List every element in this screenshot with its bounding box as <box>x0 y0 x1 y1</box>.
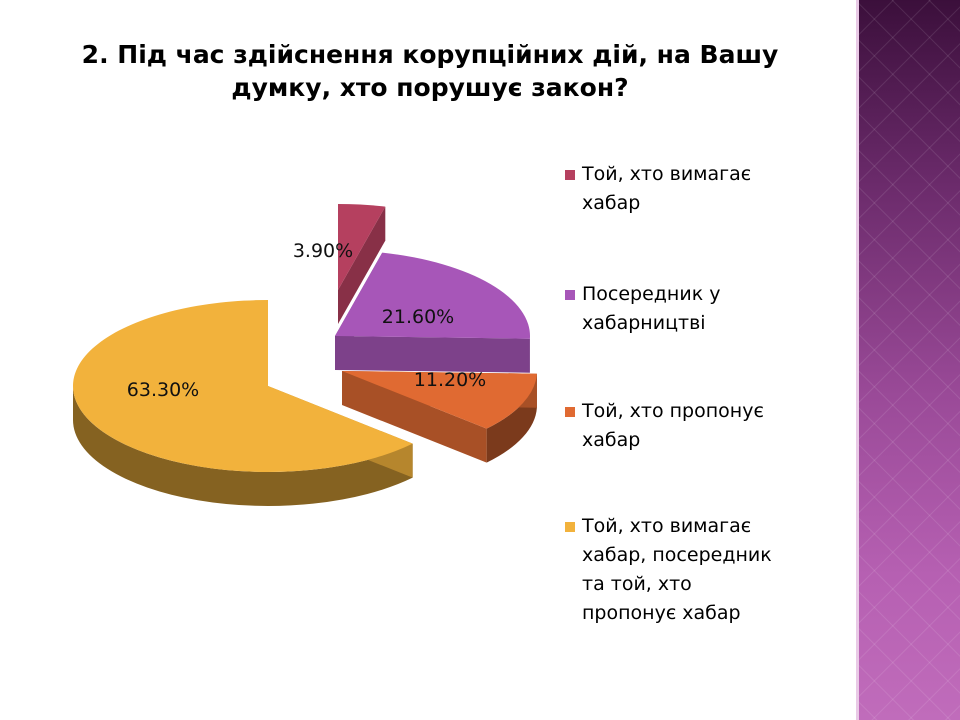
slice-top <box>338 204 386 290</box>
pie-slice <box>338 204 386 324</box>
side-bar-edge <box>856 0 859 720</box>
slice-cut-face <box>342 371 487 463</box>
legend-label: Той, хто пропонує хабар <box>582 400 764 451</box>
chart-title: 2. Під час здійснення корупційних дій, н… <box>81 40 779 102</box>
pie-slice <box>342 371 537 463</box>
slice-top <box>342 371 537 429</box>
diamond-pattern <box>856 0 960 720</box>
legend-label: Посередник у хабарництві <box>582 283 721 334</box>
pie-chart: 3.90% 21.60% 11.20% 63.30% <box>72 204 537 506</box>
legend-swatch <box>565 522 575 532</box>
legend-swatch <box>565 290 575 300</box>
slice-cut-face <box>338 206 386 324</box>
slice-top <box>335 252 530 339</box>
pie-slice <box>335 252 531 373</box>
slice-side <box>486 373 537 463</box>
legend-label: Той, хто вимагає хабар <box>582 163 752 214</box>
decorative-side-bar <box>856 0 960 720</box>
legend-label: Той, хто вимагає хабар, посередник та той… <box>582 515 772 624</box>
slice-cut-face <box>335 336 530 373</box>
pie-slice <box>72 299 413 506</box>
legend-swatch <box>565 407 575 417</box>
legend-swatch <box>565 170 575 180</box>
slice-top <box>72 299 413 472</box>
data-label: 11.20% <box>414 369 486 391</box>
slice-side <box>73 386 413 506</box>
data-label: 63.30% <box>127 379 199 401</box>
data-label: 21.60% <box>382 306 454 328</box>
data-label: 3.90% <box>293 240 353 262</box>
